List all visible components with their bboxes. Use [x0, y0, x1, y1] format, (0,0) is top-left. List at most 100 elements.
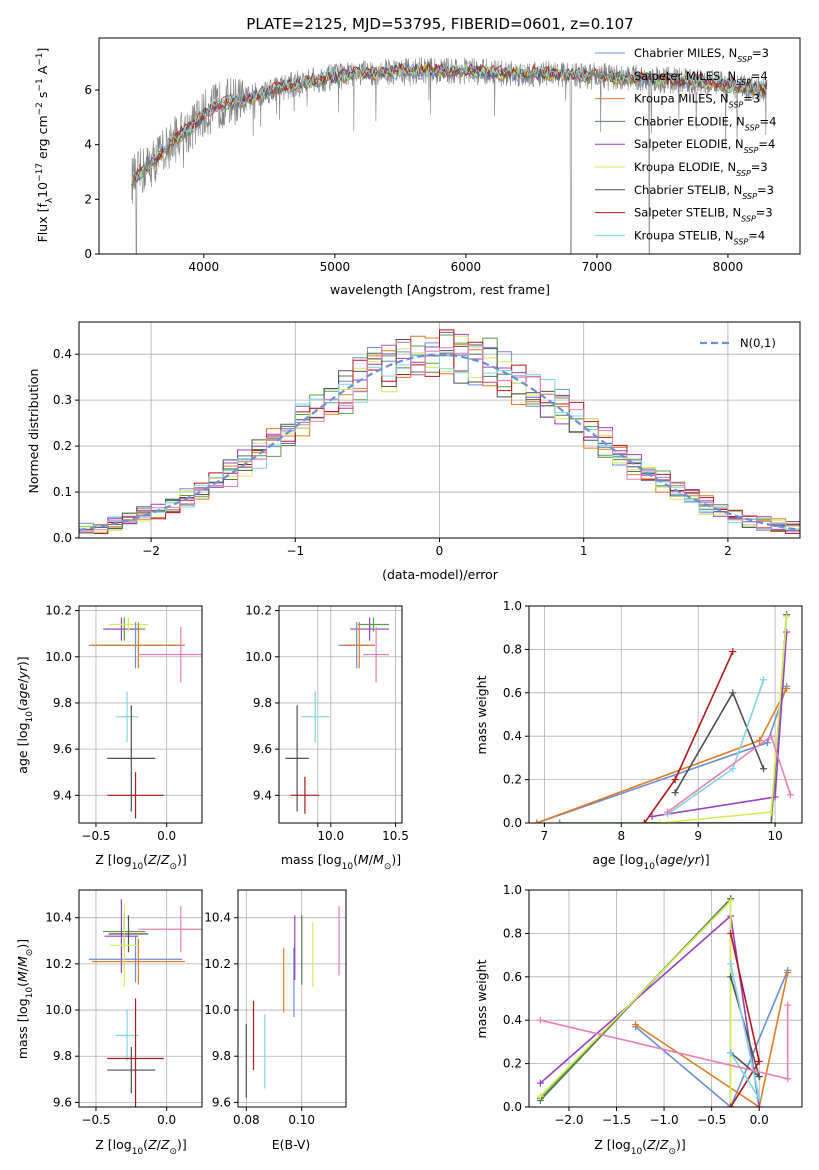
weight-vs-Z-frame: [528, 889, 803, 1108]
weight-series-marker: [533, 819, 541, 823]
errorbar-point: [363, 626, 390, 683]
y-tick-label: 10.0: [45, 1003, 72, 1017]
legend-entry: Kroupa ELODIE, NSSP=3: [634, 160, 768, 178]
weight-vs-age-frame: [528, 605, 803, 824]
age-vs-mass-frame: [278, 605, 403, 824]
y-tick-label: 0.4: [503, 729, 522, 743]
weight-series-marker: [671, 789, 679, 797]
weight-series-marker: [784, 1001, 792, 1009]
weight-vs-age-plot-area: [533, 611, 794, 823]
errorbar-point: [115, 1010, 139, 1061]
weight-series-marker: [767, 808, 775, 816]
weight-series-marker: [536, 1016, 544, 1024]
x-tick-label: 0.0: [157, 829, 176, 843]
weight-age-ylabel: mass weight: [474, 675, 489, 754]
y-tick-label: 4: [84, 138, 92, 152]
y-tick-label: 9.8: [212, 1049, 231, 1063]
weight-series-marker: [632, 1021, 640, 1029]
x-tick-label: −1.5: [602, 1113, 631, 1127]
errorbar-point: [107, 998, 164, 1107]
spectrum-xlabel: wavelength [Angstrom, rest frame]: [330, 282, 550, 297]
weight-series-marker: [763, 739, 771, 747]
y-tick-label: 10.0: [204, 1003, 231, 1017]
weight-series-marker: [536, 1079, 544, 1087]
errorbar-point: [301, 691, 330, 743]
x-tick-label: 7: [541, 829, 549, 843]
x-tick-label: −2: [142, 544, 160, 558]
errorbar-point: [138, 626, 202, 683]
weight-series-marker: [784, 968, 792, 976]
weight-series-marker: [656, 819, 664, 823]
mass-vs-Z-panel: −0.5 0.0 9.6 9.8 10.0 10.2 10.4: [45, 889, 203, 1127]
model-spectrum-line: [131, 62, 767, 185]
mass-ebv-xlabel: E(B-V): [272, 1137, 311, 1152]
errorbar-point: [110, 903, 139, 987]
y-tick-label: 0.8: [503, 926, 522, 940]
weight-series-marker: [727, 1049, 735, 1057]
y-tick-label: 0.0: [503, 816, 522, 830]
residual-histogram-step: [79, 341, 800, 532]
x-tick-label: 8: [617, 829, 625, 843]
errorbar-point: [115, 691, 139, 743]
mass-vs-Z-grid: [79, 890, 202, 1107]
weight-series-marker: [784, 1075, 792, 1083]
age-vs-mass-ticks: 10.0 10.5 9.4 9.6 9.8 10.0 10.2: [245, 604, 409, 843]
weight-series-marker: [556, 819, 564, 823]
weight-vs-Z-ticks: −2.0 −1.5 −1.0 −0.5 0.0 0.0 0.2 0.4 0.6 0.8 1.0: [503, 883, 769, 1127]
spectrum-ticks: 4000 5000 6000 7000 8000 0 2 4 6: [84, 83, 743, 274]
weight-series-marker: [729, 648, 737, 656]
weight-series-marker: [727, 1103, 735, 1107]
weight-series-marker: [727, 929, 735, 937]
errorbar-point: [108, 617, 149, 632]
legend-entry: Chabrier MILES, NSSP=3: [634, 46, 769, 64]
x-tick-label: −1: [286, 544, 304, 558]
weight-vs-Z-plot-area: [536, 895, 792, 1107]
weight-series-marker: [729, 765, 737, 773]
y-tick-label: 10.2: [45, 604, 72, 618]
errorbar-point: [107, 705, 156, 812]
y-tick-label: 10.2: [45, 957, 72, 971]
y-tick-label: 0.0: [503, 1100, 522, 1114]
errorbar-point: [138, 906, 202, 953]
residuals-xlabel: (data-model)/error: [382, 567, 499, 582]
errorbar-point: [108, 915, 149, 953]
y-tick-label: 0.2: [503, 773, 522, 787]
y-tick-label: 10.0: [45, 650, 72, 664]
weight-series-marker: [783, 613, 791, 621]
y-tick-label: 9.8: [53, 696, 72, 710]
weight-Z-ylabel: mass weight: [474, 959, 489, 1038]
y-tick-label: 0.4: [53, 347, 72, 361]
mass-vs-ebv-ticks: 0.08 0.10 9.6 9.8 10.0 10.2 10.4: [204, 911, 315, 1127]
mass-vs-ebv-plot-area: [245, 906, 340, 1098]
y-tick-label: 10.4: [45, 911, 72, 925]
legend-entry: Chabrier ELODIE, NSSP=4: [634, 114, 776, 131]
y-tick-label: 10.2: [245, 604, 272, 618]
legend-entry-gaussian: N(0,1): [740, 336, 776, 350]
x-tick-label: 0.08: [233, 1113, 260, 1127]
age-vs-Z-panel: −0.5 0.0 9.4 9.6 9.8 10.0 10.2: [45, 604, 203, 843]
x-tick-label: 9: [694, 829, 702, 843]
y-tick-label: 10.4: [204, 911, 231, 925]
model-spectrum-line: [131, 62, 767, 186]
x-tick-label: 10: [767, 829, 782, 843]
y-tick-label: 9.6: [253, 742, 272, 756]
age-vs-mass-panel: 10.0 10.5 9.4 9.6 9.8 10.0 10.2: [245, 604, 409, 843]
weight-series-marker: [756, 737, 764, 745]
errorbar-point: [290, 776, 320, 814]
weight-series-marker: [786, 791, 794, 799]
y-tick-label: 2: [84, 192, 92, 206]
weight-series-marker: [729, 689, 737, 697]
spectrum-panel: 4000 5000 6000 7000 8000 0 2 4 6: [84, 37, 801, 274]
y-tick-label: 9.8: [53, 1049, 72, 1063]
x-tick-label: 4000: [189, 260, 220, 274]
x-tick-label: 0: [436, 544, 444, 558]
y-tick-label: 0.0: [53, 531, 72, 545]
y-tick-label: 9.4: [53, 788, 72, 802]
weight-series-marker: [755, 1057, 763, 1065]
mass-vs-Z-frame: [78, 889, 203, 1108]
errorbar-point: [104, 617, 139, 641]
residuals-ticks: −2 −1 0 1 2 0.0 0.1 0.2 0.3 0.4: [53, 347, 732, 558]
spectrum-plot-area: [131, 57, 768, 254]
x-tick-label: 6000: [451, 260, 482, 274]
